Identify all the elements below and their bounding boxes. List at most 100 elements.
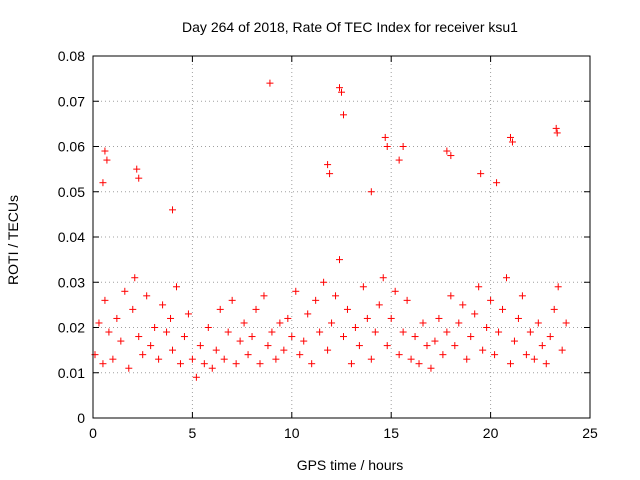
data-point: [143, 292, 151, 300]
chart-title: Day 264 of 2018, Rate Of TEC Index for r…: [182, 19, 518, 35]
data-point: [264, 342, 272, 350]
x-tick-label: 20: [483, 425, 499, 441]
data-point: [117, 337, 125, 345]
data-point: [554, 283, 562, 291]
data-point: [447, 292, 455, 300]
data-point: [220, 355, 228, 363]
data-point: [240, 319, 248, 327]
data-point: [135, 333, 143, 341]
data-point: [399, 143, 407, 150]
data-point: [553, 129, 561, 137]
data-point: [155, 355, 163, 363]
data-point: [411, 333, 419, 341]
data-point: [419, 319, 427, 327]
data-point: [475, 283, 483, 291]
data-point: [510, 337, 518, 345]
y-tick-label: 0.06: [58, 139, 85, 155]
data-point: [129, 305, 137, 313]
data-point: [103, 156, 111, 164]
data-point: [232, 360, 240, 368]
data-point: [363, 314, 371, 322]
data-point: [105, 328, 113, 336]
data-point: [200, 360, 208, 368]
data-point: [135, 174, 143, 182]
data-point: [493, 179, 501, 187]
data-point: [184, 310, 192, 318]
data-point: [292, 287, 300, 295]
data-point: [121, 287, 129, 295]
data-point: [216, 305, 224, 313]
data-point: [395, 156, 403, 164]
data-point: [192, 373, 200, 381]
data-point: [328, 319, 336, 327]
data-point: [375, 301, 383, 309]
data-point: [180, 333, 188, 341]
data-point: [101, 296, 109, 304]
y-tick-label: 0.02: [58, 320, 85, 336]
data-point: [125, 364, 133, 372]
data-point: [459, 301, 467, 309]
data-point: [463, 355, 471, 363]
data-point: [276, 319, 284, 327]
data-point: [204, 324, 212, 331]
data-point: [196, 342, 204, 350]
y-axis-label: ROTI / TECUs: [5, 195, 21, 285]
data-point: [522, 351, 530, 359]
data-point: [443, 147, 451, 155]
data-point: [395, 351, 403, 359]
data-point: [236, 337, 244, 345]
data-point: [131, 274, 139, 282]
data-point: [542, 360, 550, 368]
y-tick-label: 0.04: [58, 229, 85, 245]
data-point: [339, 111, 347, 119]
data-point: [113, 314, 121, 322]
data-point: [471, 310, 479, 318]
x-tick-label: 25: [582, 425, 598, 441]
data-point: [534, 319, 542, 327]
data-point: [312, 296, 320, 304]
data-point: [244, 351, 252, 359]
data-point: [308, 360, 316, 368]
data-point: [391, 287, 399, 295]
data-point: [256, 360, 264, 368]
data-point: [133, 165, 141, 173]
data-point: [439, 351, 447, 359]
x-tick-label: 10: [284, 425, 300, 441]
data-point: [351, 324, 359, 331]
data-point: [316, 328, 324, 336]
data-point: [326, 170, 334, 178]
y-tick-label: 0.01: [58, 365, 85, 381]
data-point: [272, 355, 280, 363]
data-point: [268, 328, 276, 336]
data-point: [338, 88, 345, 96]
data-point: [266, 79, 274, 87]
data-point: [477, 170, 485, 178]
data-point: [188, 355, 196, 363]
data-point: [423, 342, 431, 350]
data-point: [479, 346, 487, 354]
x-tick-label: 15: [383, 425, 399, 441]
data-point: [336, 84, 344, 92]
data-point: [284, 314, 292, 322]
data-point: [248, 333, 256, 341]
data-point: [526, 328, 534, 336]
data-point: [228, 296, 236, 304]
data-point: [95, 319, 103, 327]
data-point: [296, 351, 304, 359]
data-point: [359, 283, 367, 291]
data-point: [415, 360, 423, 368]
data-point: [339, 333, 347, 341]
data-point: [538, 342, 546, 350]
data-point: [550, 305, 558, 313]
data-point: [176, 360, 184, 368]
data-point: [208, 364, 216, 372]
data-point: [455, 319, 463, 327]
data-point: [99, 179, 107, 187]
data-point: [546, 333, 554, 341]
data-point: [151, 324, 159, 331]
data-point: [367, 188, 375, 196]
data-point: [224, 328, 232, 336]
data-point: [483, 324, 491, 331]
data-point: [552, 124, 560, 132]
